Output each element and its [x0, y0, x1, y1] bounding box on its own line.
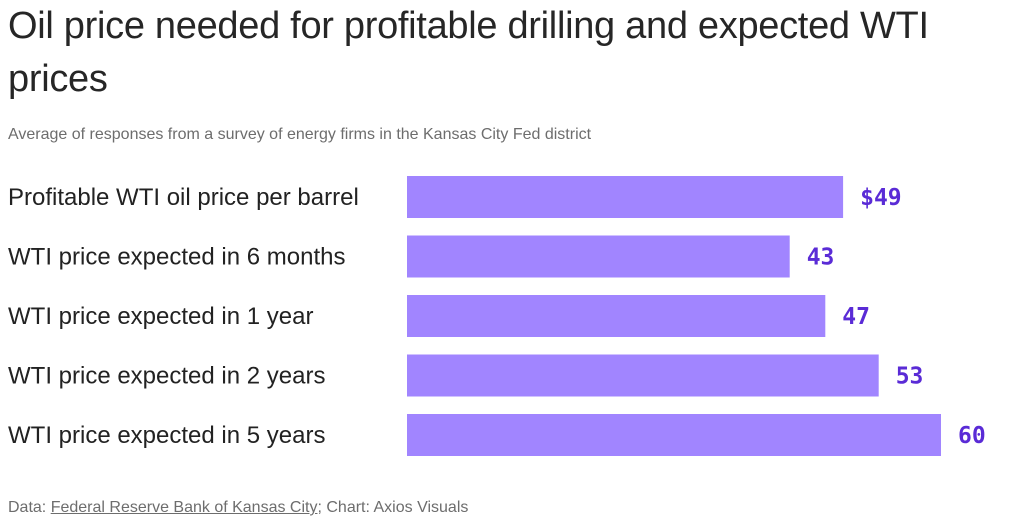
bar — [407, 414, 941, 456]
value-label: $49 — [860, 185, 902, 211]
category-label: WTI price expected in 2 years — [8, 363, 325, 390]
category-label: WTI price expected in 6 months — [8, 244, 345, 271]
bar — [407, 176, 844, 218]
data-prefix: Data: — [8, 499, 51, 516]
value-label: 60 — [958, 423, 986, 449]
bar — [407, 295, 826, 337]
bar-chart: Profitable WTI oil price per barrel $49 WT… — [8, 176, 986, 456]
value-label: 43 — [807, 245, 835, 271]
bar — [407, 354, 879, 397]
source-link[interactable]: Federal Reserve Bank of Kansas City — [50, 499, 318, 516]
chart-subtitle: Average of responses from a survey of en… — [8, 126, 592, 143]
category-label: Profitable WTI oil price per barrel — [8, 184, 359, 211]
value-label: 47 — [842, 304, 870, 330]
bar — [407, 235, 790, 278]
credit-text: ; Chart: Axios Visuals — [317, 499, 469, 516]
chart-title: Oil price needed for profitable drilling… — [8, 5, 929, 100]
value-label: 53 — [896, 364, 924, 390]
category-label: WTI price expected in 5 years — [8, 422, 325, 449]
category-label: WTI price expected in 1 year — [8, 303, 313, 330]
chart-footer: Data: Federal Reserve Bank of Kansas Cit… — [8, 499, 468, 517]
